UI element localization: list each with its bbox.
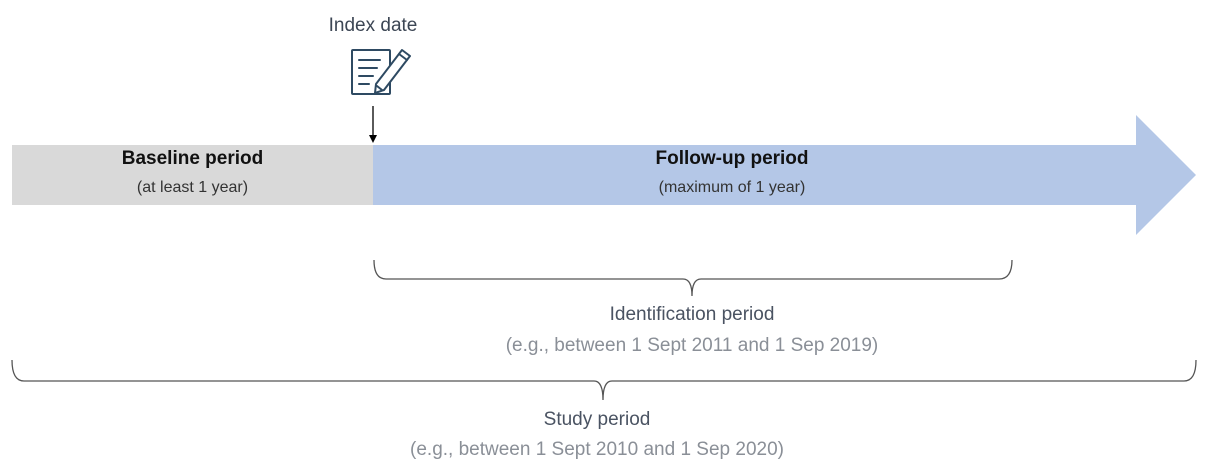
followup-period-title: Follow-up period — [655, 148, 809, 169]
document-with-pen-icon — [351, 49, 411, 95]
baseline-period-subtitle: (at least 1 year) — [136, 179, 249, 196]
followup-period-subtitle: (maximum of 1 year) — [658, 179, 806, 196]
index-date-label: Index date — [328, 15, 418, 36]
study-period-bracket — [11, 359, 1197, 401]
identification-period-title: Identification period — [609, 304, 775, 325]
identification-period-subtitle: (e.g., between 1 Sept 2011 and 1 Sep 201… — [505, 335, 879, 356]
followup-arrow — [373, 115, 1196, 235]
baseline-bar — [12, 145, 373, 205]
study-period-subtitle: (e.g., between 1 Sept 2010 and 1 Sep 202… — [410, 439, 784, 460]
baseline-period-title: Baseline period — [121, 148, 264, 169]
identification-period-bracket — [373, 259, 1013, 297]
study-period-title: Study period — [543, 409, 651, 430]
index-date-pointer — [369, 106, 377, 143]
